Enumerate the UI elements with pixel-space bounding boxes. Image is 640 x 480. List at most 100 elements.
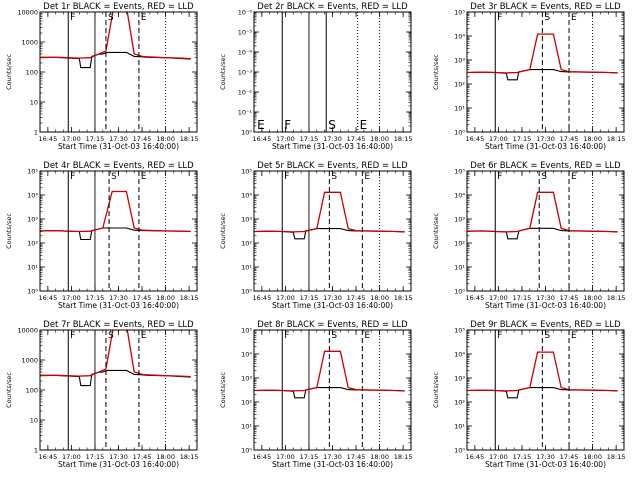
y-tick-label: 10⁰ [454, 447, 465, 455]
chart-title: Det 6r BLACK = Events, RED = LLD [470, 161, 621, 171]
x-tick-label: 17:15 [513, 453, 532, 461]
y-tick-label: 10³ [454, 375, 465, 383]
x-axis-label: Start Time (31-Oct-03 16:40:00) [485, 460, 606, 469]
x-tick-label: 16:45 [38, 294, 57, 302]
x-tick-label: 17:00 [489, 294, 508, 302]
x-tick-label: 17:30 [109, 135, 128, 143]
x-axis-label: Start Time (31-Oct-03 16:40:00) [485, 142, 606, 151]
y-tick-label: 10¹ [454, 105, 465, 113]
y-tick-label: 1000 [21, 39, 38, 47]
x-tick-label: 17:30 [323, 294, 342, 302]
x-tick-label: 17:45 [347, 294, 366, 302]
marker-label-e: E [571, 331, 577, 341]
y-tick-label: 10⁻¹ [238, 109, 253, 117]
y-tick-label: 10⁰ [454, 129, 465, 137]
y-tick-label: 1 [34, 129, 38, 137]
series-line-events [40, 369, 191, 387]
x-tick-label: 17:30 [536, 135, 555, 143]
chart-title: Det 1r BLACK = Events, RED = LLD [43, 2, 194, 12]
y-tick-label: 10⁰ [454, 288, 465, 296]
y-tick-label: 10⁰ [241, 447, 252, 455]
x-tick-label: 17:45 [560, 135, 579, 143]
marker-label-e: E [141, 172, 147, 182]
marker-label-f: F [284, 118, 291, 132]
marker-label-s: S [108, 331, 114, 341]
x-tick-label: 18:15 [180, 135, 199, 143]
x-tick-label: 17:15 [300, 135, 319, 143]
y-tick-label: 10¹ [454, 423, 465, 431]
y-tick-label: 10² [454, 399, 465, 407]
x-tick-label: 18:00 [583, 135, 602, 143]
y-tick-label: 10⁰ [27, 288, 38, 296]
marker-label-e: E [364, 331, 370, 341]
plot-frame [466, 170, 625, 292]
y-tick-label: 10⁵ [241, 168, 252, 176]
x-tick-label: 18:00 [156, 294, 175, 302]
x-tick-label: 17:45 [347, 453, 366, 461]
chart-title: Det 8r BLACK = Events, RED = LLD [257, 320, 408, 330]
x-tick-label: 17:45 [133, 453, 152, 461]
x-tick-label: 17:00 [276, 135, 295, 143]
x-tick-label: 17:15 [86, 453, 105, 461]
x-tick-label: 17:30 [536, 453, 555, 461]
x-tick-label: 18:00 [370, 453, 389, 461]
x-tick-label: 17:00 [489, 453, 508, 461]
x-tick-label: 17:15 [86, 135, 105, 143]
x-tick-label: 17:00 [62, 453, 81, 461]
plot-frame [253, 329, 412, 451]
chart-title: Det 7r BLACK = Events, RED = LLD [43, 320, 194, 330]
y-tick-label: 10⁻² [238, 89, 253, 97]
x-tick-label: 18:15 [180, 294, 199, 302]
x-tick-label: 16:45 [38, 135, 57, 143]
marker-label-s: S [331, 331, 337, 341]
chart-panel-5: Det 5r BLACK = Events, RED = LLD Counts/s… [219, 161, 413, 310]
x-axis-label: Start Time (31-Oct-03 16:40:00) [272, 142, 393, 151]
chart-title: Det 2r BLACK = Events, RED = LLD [257, 2, 408, 12]
y-tick-label: 10⁰ [241, 129, 252, 137]
x-tick-label: 17:45 [133, 294, 152, 302]
x-tick-label: 17:30 [536, 294, 555, 302]
x-tick-label: 18:15 [607, 294, 626, 302]
x-tick-label: 16:45 [465, 294, 484, 302]
y-axis-label: Counts/sec [5, 372, 13, 408]
x-tick-label: 17:45 [133, 135, 152, 143]
y-axis-label: Counts/sec [432, 54, 440, 90]
marker-label-s: S [541, 172, 547, 182]
marker-label-s: S [108, 13, 114, 23]
x-tick-label: 17:15 [513, 294, 532, 302]
chart-panel-7: Det 7r BLACK = Events, RED = LLD Counts/s… [5, 320, 199, 469]
x-tick-label: 18:15 [394, 135, 413, 143]
x-tick-label: 17:30 [109, 294, 128, 302]
y-tick-label: 100 [26, 69, 38, 77]
chart-panel-2: Det 2r BLACK = Events, RED = LLD Counts/s… [219, 2, 413, 151]
series-line-lld [40, 12, 191, 60]
marker-label-e: E [141, 331, 147, 341]
plot-frame [253, 11, 412, 133]
x-tick-label: 16:45 [38, 453, 57, 461]
y-tick-label: 10⁴ [454, 33, 465, 41]
y-tick-label: 10⁵ [27, 168, 38, 176]
marker-label-f: F [70, 172, 75, 182]
plot-frame [39, 329, 198, 451]
x-tick-label: 16:45 [252, 135, 271, 143]
series-line-events [467, 227, 618, 240]
y-tick-label: 10⁴ [27, 192, 38, 200]
chart-title: Det 9r BLACK = Events, RED = LLD [470, 320, 621, 330]
x-tick-label: 18:15 [607, 135, 626, 143]
x-tick-label: 17:00 [62, 135, 81, 143]
y-tick-label: 10² [454, 240, 465, 248]
y-axis-label: Counts/sec [219, 213, 227, 249]
chart-panel-8: Det 8r BLACK = Events, RED = LLD Counts/s… [219, 320, 413, 469]
x-tick-label: 18:15 [607, 453, 626, 461]
y-tick-label: 10⁵ [241, 327, 252, 335]
x-axis-label: Start Time (31-Oct-03 16:40:00) [58, 142, 179, 151]
x-tick-label: 17:00 [276, 294, 295, 302]
x-tick-label: 16:45 [252, 453, 271, 461]
plot-frame [466, 11, 625, 133]
plot-frame [39, 11, 198, 133]
y-tick-label: 10² [27, 240, 38, 248]
y-tick-label: 10⁵ [454, 9, 465, 17]
x-tick-label: 18:00 [370, 135, 389, 143]
y-axis-label: Counts/sec [432, 372, 440, 408]
